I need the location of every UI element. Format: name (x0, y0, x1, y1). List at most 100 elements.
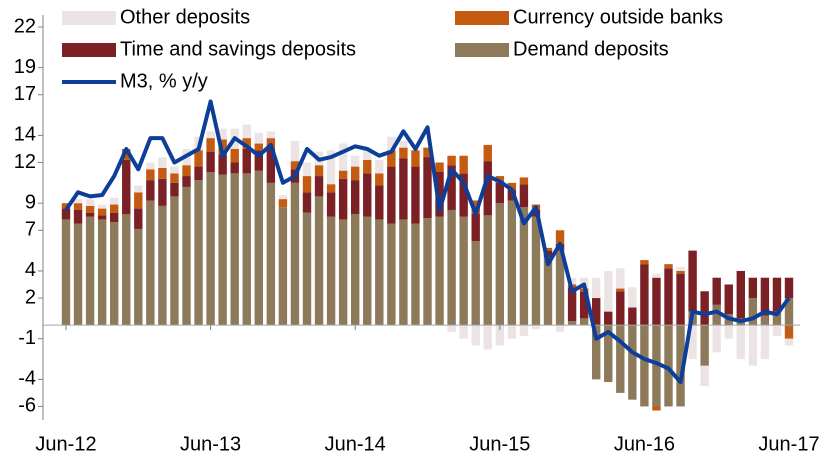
bar-segment (519, 325, 529, 336)
bar-segment (471, 214, 480, 242)
y-tick-label: -4 (18, 368, 36, 390)
bar-segment (314, 196, 324, 326)
bar-segment (555, 250, 565, 326)
bar-segment (507, 182, 517, 190)
bar-segment (158, 157, 167, 168)
bar-segment (122, 214, 131, 326)
bar-segment (688, 250, 697, 312)
bar-segment (314, 176, 324, 197)
bar-segment (784, 277, 794, 299)
bar-segment (97, 215, 107, 220)
bar-segment (712, 277, 721, 305)
bar-segment (688, 325, 697, 360)
bar-segment (110, 204, 119, 213)
bar-segment (459, 325, 468, 339)
bar-segment (411, 223, 420, 326)
y-tick-label: 7 (25, 219, 36, 241)
bar-segment (411, 150, 420, 167)
bar-segment (146, 200, 155, 326)
bar-segment (290, 182, 300, 326)
legend-label: Other deposits (120, 6, 250, 28)
x-tick-label: Jun-16 (614, 433, 675, 455)
bar-segment (134, 228, 143, 326)
bar-segment (194, 166, 203, 181)
bar-segment (447, 165, 456, 210)
bar-segment (616, 291, 625, 326)
bar-segment (158, 205, 167, 326)
bar-segment (266, 182, 276, 326)
bar-segment (459, 155, 468, 174)
bar-segment (459, 173, 468, 217)
bar-segment (278, 195, 288, 200)
bar-segment (471, 241, 480, 326)
bar-segment (507, 200, 517, 326)
bar-segment (447, 155, 456, 166)
bar-segment (326, 184, 336, 193)
bar-segment (604, 325, 613, 383)
bar-segment (97, 208, 107, 216)
bar-segment (134, 208, 143, 229)
x-tick-label: Jun-17 (758, 433, 819, 455)
bar-segment (676, 273, 685, 326)
bar-segment (592, 277, 601, 299)
bar-segment (290, 140, 300, 162)
bar-segment (579, 291, 589, 319)
y-tick-label: 4 (25, 259, 36, 281)
bar-segment (375, 219, 384, 326)
bar-segment (531, 325, 541, 330)
bar-segment (387, 166, 396, 224)
legend-label: Time and savings deposits (120, 38, 356, 60)
bar-segment (736, 270, 745, 319)
bar-segment (543, 250, 553, 258)
bar-segment (326, 192, 336, 217)
bar-segment (387, 223, 396, 326)
bar-segment (447, 209, 456, 326)
bar-segment (664, 325, 673, 407)
bar-segment (519, 207, 529, 326)
bar-segment (326, 150, 336, 185)
bar-segment (338, 143, 348, 171)
bar-segment (206, 138, 215, 152)
bar-segment (519, 177, 529, 185)
bar-segment (254, 170, 263, 326)
y-tick-label: 14 (14, 124, 36, 146)
bar-segment (772, 277, 782, 312)
bar-segment (423, 157, 432, 219)
line-series (64, 99, 791, 385)
bar-segment (519, 184, 529, 208)
bar-segment (555, 230, 565, 244)
bar-segment (206, 172, 215, 326)
bar-segment (760, 315, 770, 326)
bar-segment (652, 325, 661, 407)
bar-segment (206, 151, 215, 173)
bar-segment (652, 406, 661, 411)
bar-segment (507, 325, 517, 339)
bar-segment (61, 208, 71, 220)
bar-segment (435, 162, 444, 173)
bar-segment (387, 150, 396, 167)
bar-segment (712, 304, 721, 326)
bar-segment (616, 288, 625, 292)
bar-segment (592, 325, 601, 380)
bar-segment (254, 143, 263, 151)
x-tick-label: Jun-14 (325, 433, 386, 455)
bar-segment (110, 197, 119, 205)
bar-segment (471, 325, 480, 346)
bar-segment (760, 277, 770, 316)
bar-segment (242, 124, 251, 139)
bar-segment (85, 216, 95, 326)
bar-segment (784, 338, 794, 346)
legend-swatch (455, 11, 509, 25)
bar-segment (85, 205, 95, 213)
bar-segment (483, 161, 492, 216)
bar-segment (676, 266, 685, 271)
bar-segment (652, 273, 661, 278)
bar-segment (158, 178, 167, 206)
bar-segment (351, 166, 360, 181)
bar-segment (97, 204, 107, 209)
bar-segment (676, 325, 685, 407)
y-tick-label: 22 (14, 15, 36, 37)
legend-swatch (62, 43, 116, 57)
bar-segment (375, 173, 384, 186)
bar-segment (604, 311, 613, 326)
